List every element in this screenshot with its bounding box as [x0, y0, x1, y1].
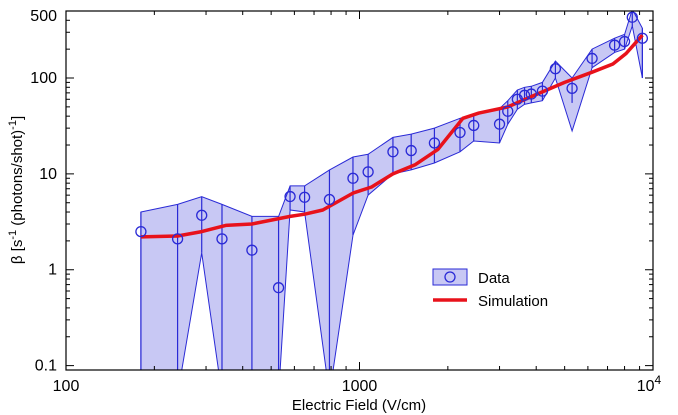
uncertainty-band	[140, 11, 643, 370]
data-point	[284, 190, 296, 203]
y-tick-label: 100	[30, 70, 57, 87]
data-point	[246, 244, 258, 256]
axis-ticks	[65, 10, 653, 371]
data-point	[405, 144, 417, 157]
data-point	[493, 118, 506, 130]
data-point	[196, 209, 208, 221]
data-point	[618, 35, 631, 48]
data-point	[502, 105, 514, 117]
data-point	[323, 193, 336, 206]
data-point	[298, 191, 311, 203]
x-tick-label-power-base: 10	[637, 378, 655, 395]
data-point	[362, 166, 374, 178]
y-axis-title-mid: (photons/shot)	[9, 130, 26, 230]
y-axis-title-end: ]	[9, 116, 26, 120]
data-point	[171, 233, 184, 245]
y-tick-label: 1	[48, 262, 57, 279]
legend: Data Simulation	[420, 262, 598, 312]
x-axis-title: Electric Field (V/cm)	[292, 397, 426, 414]
x-tick-label-power: 104	[637, 373, 662, 395]
data-point	[536, 85, 549, 97]
data-point	[272, 282, 285, 294]
x-tick-label: 1000	[342, 378, 378, 395]
y-axis-title-main: β [s	[9, 240, 26, 264]
y-axis-title-sup2: -1	[7, 120, 19, 130]
data-point	[525, 88, 537, 100]
data-point	[608, 39, 621, 51]
data-point	[518, 89, 531, 101]
y-tick-label: 500	[30, 8, 57, 25]
data-point	[636, 32, 649, 44]
y-axis-title-sup1: -1	[7, 230, 19, 240]
data-point	[549, 63, 562, 75]
x-tick-label: 100	[53, 378, 80, 395]
legend-simulation-label: Simulation	[478, 293, 548, 310]
data-point	[387, 146, 399, 158]
simulation-line-layer	[140, 33, 644, 239]
legend-data-label: Data	[478, 270, 510, 287]
data-point	[626, 11, 638, 23]
y-axis-title: β [s-1 (photons/shot)-1]	[7, 116, 26, 264]
data-point	[566, 82, 578, 95]
data-marker-layer	[135, 11, 649, 294]
data-point	[468, 119, 480, 132]
y-tick-label: 10	[39, 166, 57, 183]
data-point	[216, 233, 228, 245]
simulation-line	[140, 33, 644, 239]
legend-data-marker	[444, 271, 456, 283]
data-point	[428, 137, 441, 149]
legend-data-swatch	[432, 268, 468, 286]
data-point	[347, 172, 359, 184]
data-point	[135, 225, 147, 238]
uncertainty-band-layer	[140, 11, 643, 370]
x-tick-label-power-exp: 4	[655, 373, 662, 387]
data-point	[454, 126, 466, 139]
y-tick-label: 0.1	[35, 358, 57, 375]
data-point	[586, 52, 598, 65]
